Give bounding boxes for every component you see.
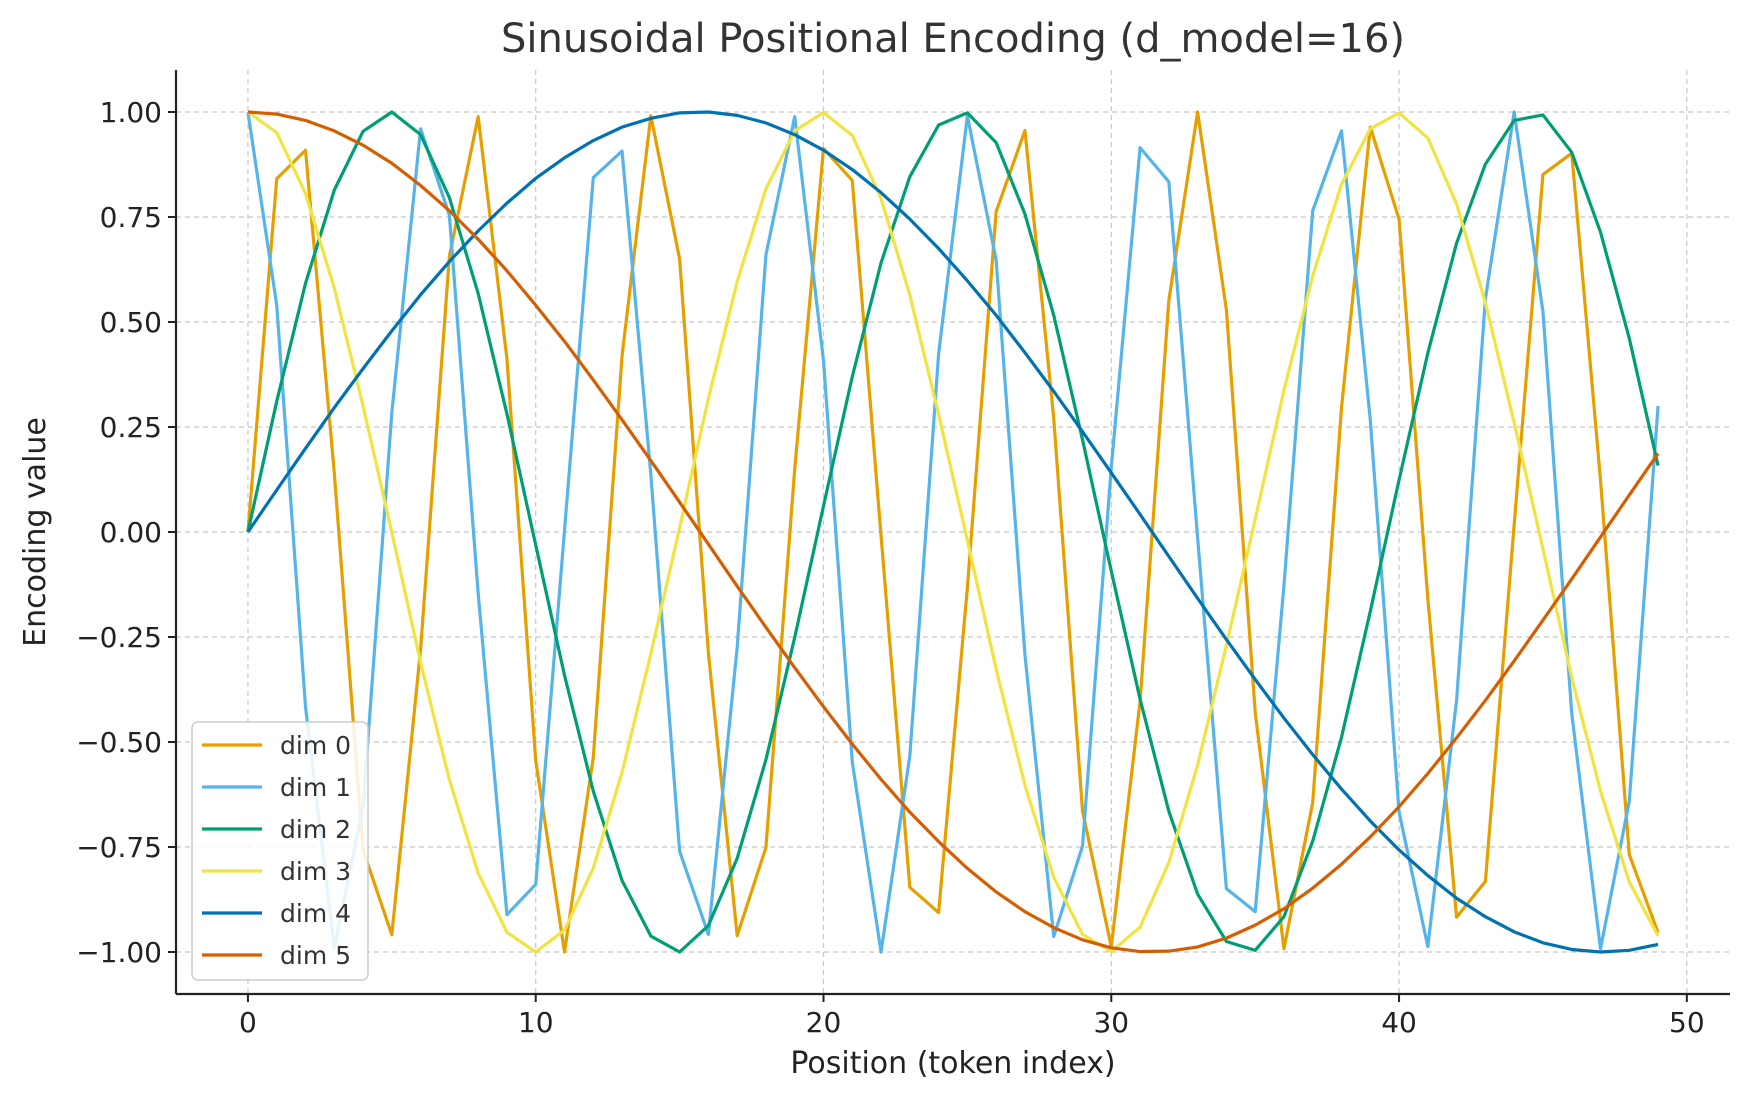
- y-tick-label: 1.00: [100, 96, 162, 129]
- legend-label-dim-1: dim 1: [280, 773, 351, 802]
- x-tick-label: 40: [1381, 1006, 1417, 1039]
- x-tick-label: 0: [239, 1006, 257, 1039]
- legend-label-dim-0: dim 0: [280, 731, 351, 760]
- legend-label-dim-3: dim 3: [280, 857, 351, 886]
- x-tick-label: 10: [518, 1006, 554, 1039]
- legend-label-dim-5: dim 5: [280, 941, 351, 970]
- grid-lines: [176, 70, 1730, 994]
- x-tick-label: 20: [806, 1006, 842, 1039]
- ticks: 0 10 20 30 40 50 1.00 0.75 0.50 0.25 0.00 −0.25 −0.5…: [76, 96, 1704, 1039]
- legend-label-dim-4: dim 4: [280, 899, 351, 928]
- chart-title: Sinusoidal Positional Encoding (d_model=…: [501, 16, 1405, 62]
- series-line-dim-0: [246, 110, 1660, 954]
- series-line-dim-2: [246, 110, 1660, 954]
- legend: dim 0 dim 1 dim 2 dim 3 dim 4 dim 5: [191, 721, 369, 981]
- y-tick-label: 0.00: [100, 516, 162, 549]
- y-tick-label: −0.50: [76, 726, 162, 759]
- y-tick-label: 0.75: [100, 201, 162, 234]
- y-tick-label: 0.25: [100, 411, 162, 444]
- series-line-dim-3: [247, 110, 1660, 954]
- x-axis-label: Position (token index): [790, 1046, 1115, 1081]
- y-tick-label: −0.75: [76, 831, 162, 864]
- series-line-dim-4: [246, 110, 1659, 954]
- x-tick-label: 30: [1093, 1006, 1129, 1039]
- y-tick-label: 0.50: [100, 306, 162, 339]
- series-lines: [246, 110, 1660, 954]
- y-tick-label: −1.00: [76, 936, 162, 969]
- legend-label-dim-2: dim 2: [280, 815, 351, 844]
- series-line-dim-1: [246, 110, 1660, 954]
- series-line-dim-5: [247, 110, 1660, 954]
- x-tick-label: 50: [1669, 1006, 1705, 1039]
- y-axis-label: Encoding value: [18, 417, 53, 647]
- y-tick-label: −0.25: [76, 621, 162, 654]
